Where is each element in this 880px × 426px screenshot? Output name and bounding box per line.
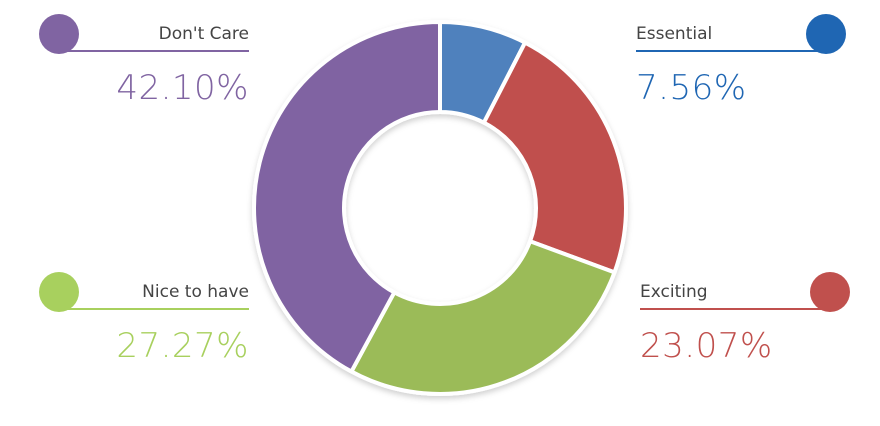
- legend-dot-essential: [806, 14, 846, 54]
- legend-value-exciting: 23.07%: [640, 326, 773, 366]
- legend-value-nice-to-have: 27.27%: [116, 326, 249, 366]
- legend-label-exciting: Exciting: [640, 282, 708, 302]
- slice-don-t-care: [252, 20, 442, 374]
- legend-rule-exciting: [640, 308, 830, 310]
- legend-rule-nice-to-have: [59, 308, 249, 310]
- legend-dot-exciting: [810, 272, 850, 312]
- legend-dot-nice-to-have: [39, 272, 79, 312]
- slice-nice-to-have: [349, 239, 617, 396]
- legend-label-dont-care: Don't Care: [158, 24, 249, 44]
- legend-rule-dont-care: [59, 50, 249, 52]
- slice-exciting: [481, 40, 628, 275]
- legend-label-nice-to-have: Nice to have: [142, 282, 249, 302]
- legend-rule-essential: [636, 50, 826, 52]
- legend-label-essential: Essential: [636, 24, 713, 44]
- legend-dot-dont-care: [39, 14, 79, 54]
- legend-value-essential: 7.56%: [636, 68, 747, 108]
- legend-value-dont-care: 42.10%: [116, 68, 249, 108]
